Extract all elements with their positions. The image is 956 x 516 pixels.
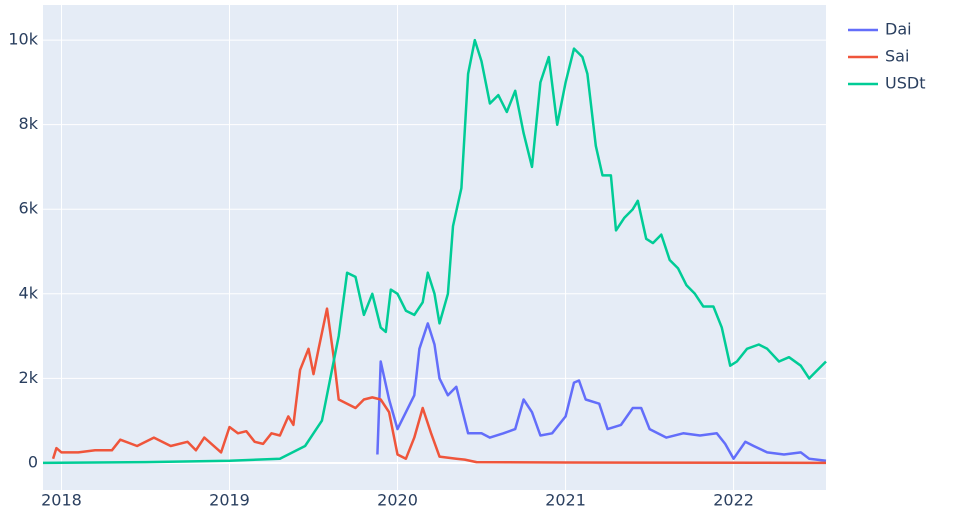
y-tick-label: 6k bbox=[19, 199, 39, 218]
y-tick-label: 8k bbox=[19, 114, 39, 133]
line bbox=[42, 38, 827, 465]
legend-label: USDt bbox=[885, 74, 925, 93]
x-tick-label: 2022 bbox=[713, 491, 754, 510]
x-tick-label: 2018 bbox=[41, 491, 82, 510]
x-tick-label: 2019 bbox=[209, 491, 250, 510]
y-tick-label: 2k bbox=[19, 368, 39, 387]
y-tick-label: 4k bbox=[19, 283, 39, 302]
x-tick-label: 2020 bbox=[377, 491, 418, 510]
line bbox=[51, 307, 827, 465]
line bbox=[376, 322, 827, 463]
plot-area bbox=[43, 5, 826, 490]
legend-label: Sai bbox=[885, 47, 909, 66]
x-tick-label: 2021 bbox=[545, 491, 586, 510]
y-tick-label: 10k bbox=[8, 30, 38, 49]
y-tick-label: 0 bbox=[28, 452, 38, 471]
legend-label: Dai bbox=[885, 20, 912, 39]
